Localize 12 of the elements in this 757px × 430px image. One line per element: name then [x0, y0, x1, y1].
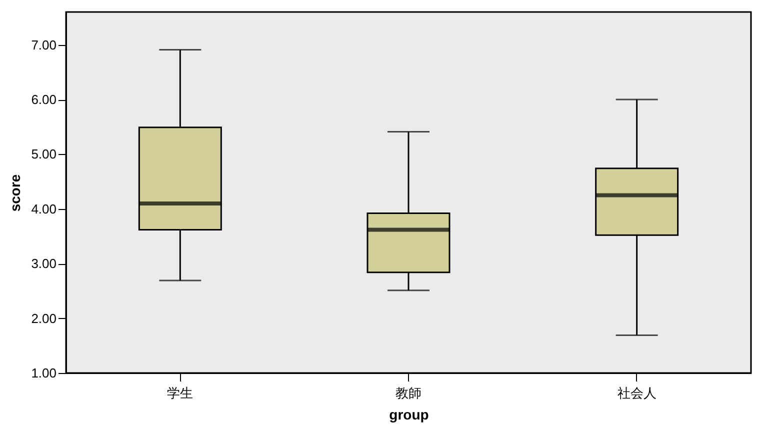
y-tick-label: 1.00 [31, 366, 56, 380]
y-tick-label: 3.00 [31, 256, 56, 272]
y-tick-label: 2.00 [31, 310, 56, 326]
x-tick-label: 社会人 [617, 386, 656, 400]
y-tick-label: 7.00 [31, 37, 56, 52]
x-tick-label: 学生 [167, 386, 194, 400]
x-axis-title: group [389, 406, 429, 422]
y-tick-label: 6.00 [31, 92, 56, 108]
x-tick-label: 教師 [396, 386, 422, 400]
y-axis-title: score [7, 174, 24, 212]
y-tick-label: 4.00 [31, 201, 56, 216]
y-tick-label: 5.00 [31, 146, 56, 162]
